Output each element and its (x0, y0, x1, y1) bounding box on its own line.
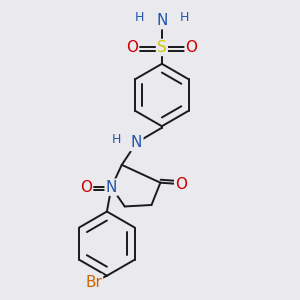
Text: Br: Br (85, 275, 102, 290)
Text: N: N (156, 13, 168, 28)
Text: S: S (157, 40, 167, 55)
Text: O: O (175, 177, 187, 192)
Text: N: N (131, 135, 142, 150)
Text: O: O (126, 40, 138, 55)
Text: H: H (135, 11, 144, 24)
Text: O: O (186, 40, 198, 55)
Text: H: H (179, 11, 189, 24)
Text: H: H (112, 133, 121, 146)
Text: O: O (80, 180, 92, 195)
Text: N: N (106, 180, 117, 195)
